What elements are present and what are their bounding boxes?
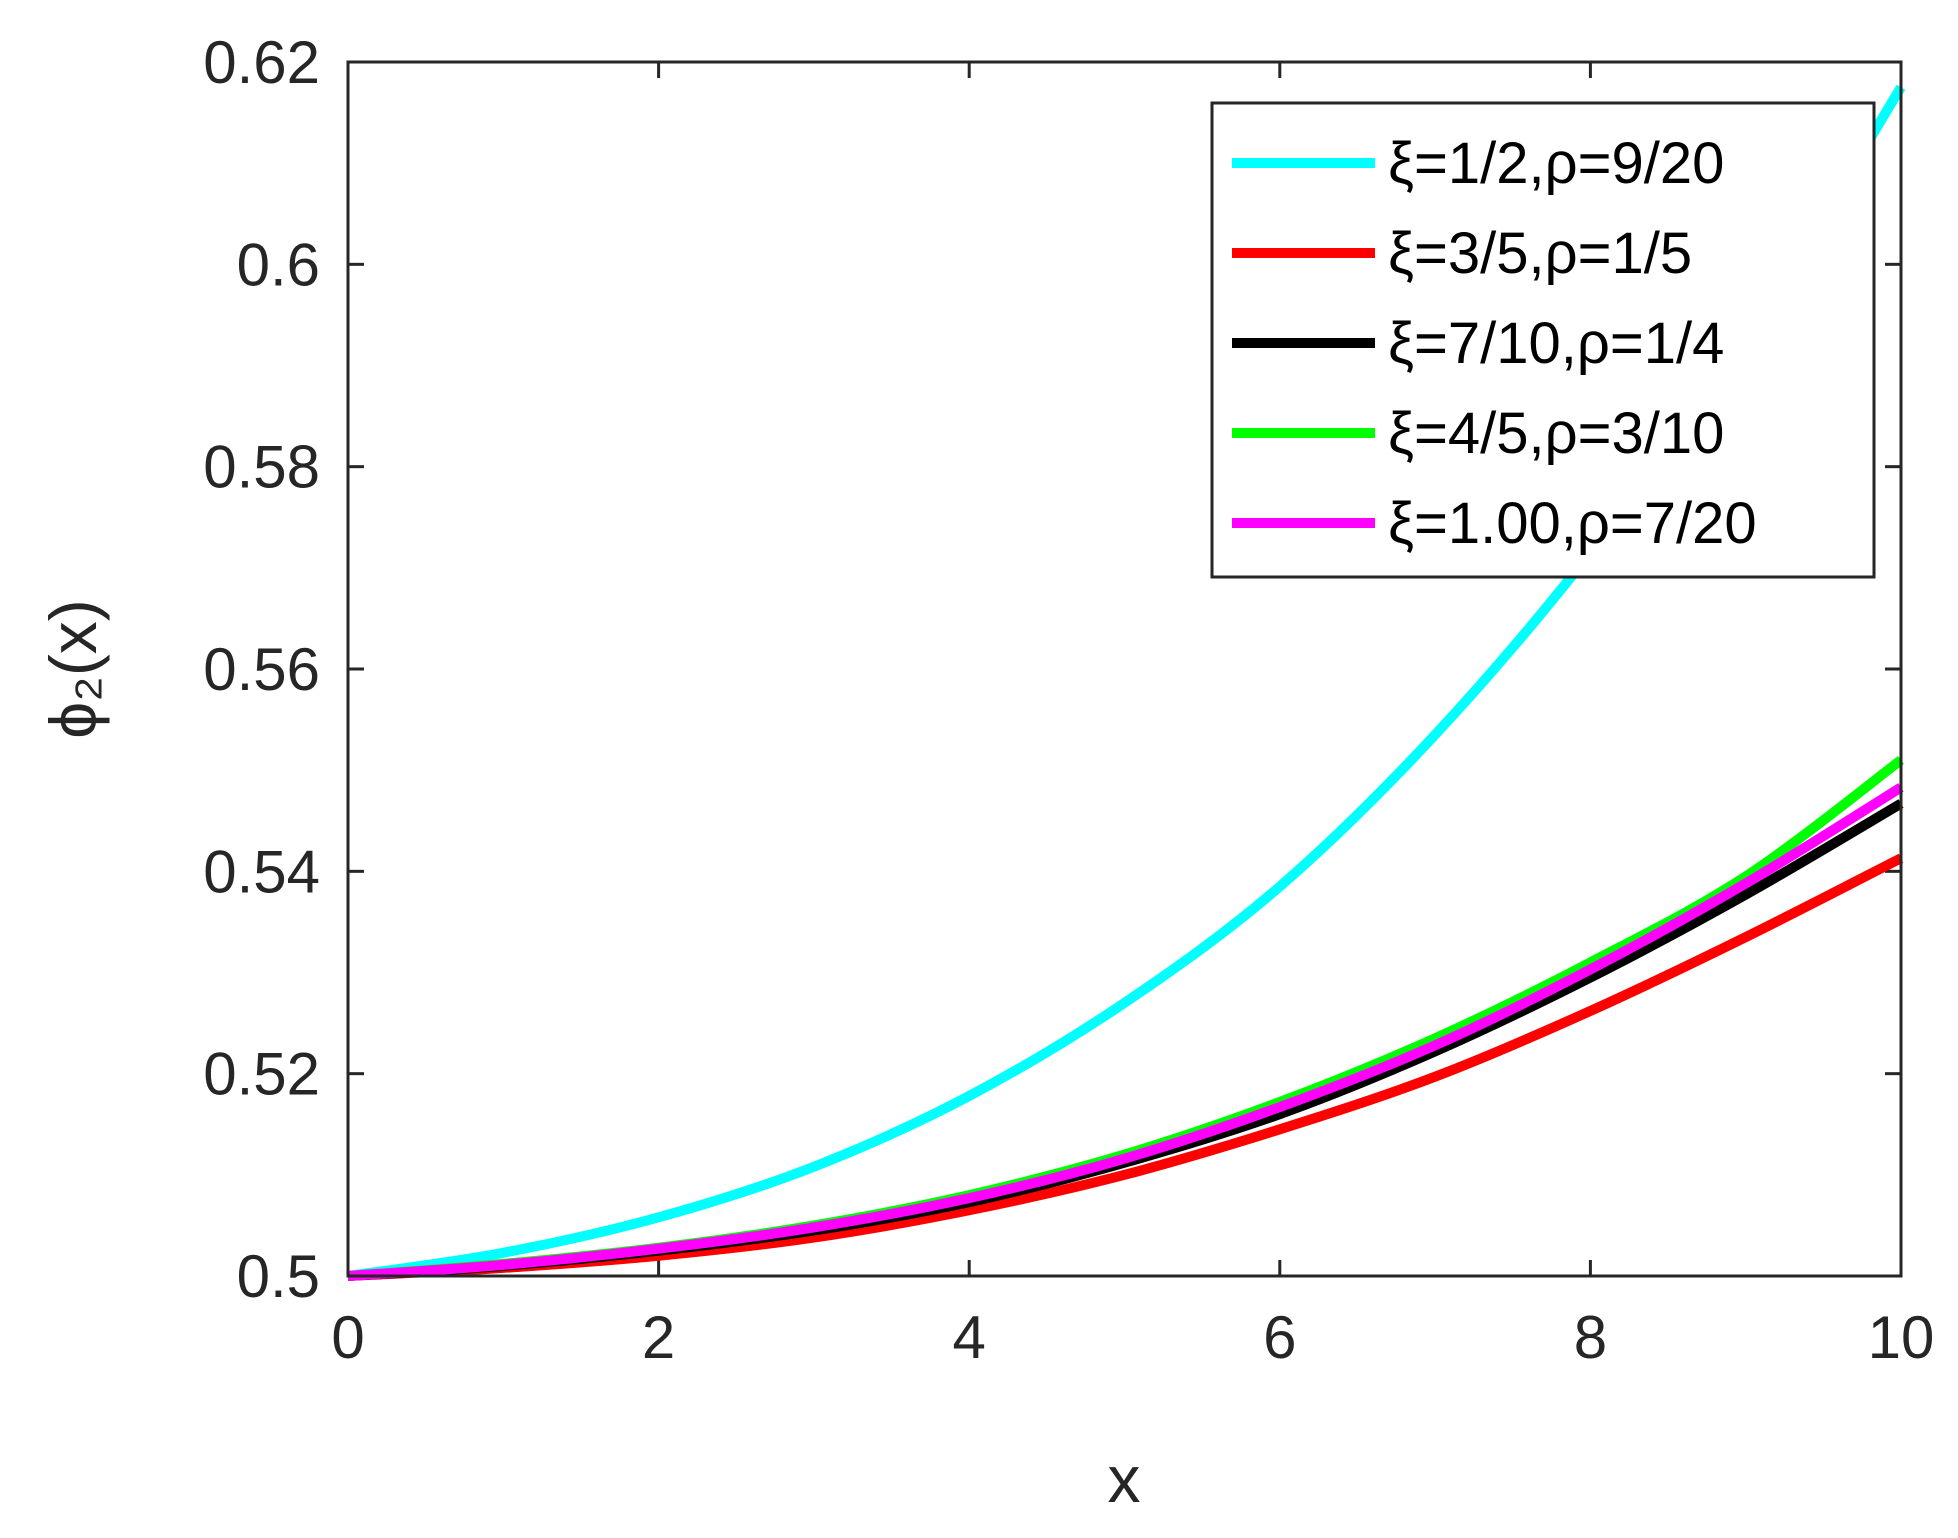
y-tick-label: 0.62 [203,29,320,96]
x-axis-label: x [1108,1442,1141,1516]
legend-label: ξ=3/5,ρ=1/5 [1388,221,1692,286]
legend: ξ=1/2,ρ=9/20 ξ=3/5,ρ=1/5 ξ=7/10,ρ=1/4 ξ=4/5… [1210,101,1876,579]
legend-label: ξ=1/2,ρ=9/20 [1388,131,1724,196]
legend-label: ξ=7/10,ρ=1/4 [1388,311,1724,376]
x-tick-label: 10 [1868,1304,1935,1371]
x-tick-label: 6 [1263,1304,1296,1371]
series-lines [347,84,1906,1281]
y-tick-label: 0.54 [203,838,320,905]
y-tick-label: 0.5 [237,1243,320,1310]
legend-box [1210,101,1876,579]
y-tick-label: 0.52 [203,1041,320,1108]
plot-frame [346,60,1903,1278]
y-tick-labels: 0.5 0.52 0.54 0.56 0.58 0.6 0.62 [203,29,320,1310]
y-tick-label: 0.58 [203,434,320,501]
legend-label: ξ=4/5,ρ=3/10 [1388,401,1724,466]
y-tick-label: 0.6 [237,231,320,298]
x-tick-labels: 0 2 4 6 8 10 [331,1304,1934,1371]
series-line [347,783,1904,1281]
x-tick-label: 8 [1574,1304,1607,1371]
legend-label: ξ=1.00,ρ=7/20 [1388,491,1757,556]
y-tick-label: 0.56 [203,636,320,703]
x-tick-label: 2 [642,1304,675,1371]
y-axis-label: ϕ₂(x) [36,599,110,739]
x-tick-label: 4 [953,1304,986,1371]
x-tick-label: 0 [331,1304,364,1371]
